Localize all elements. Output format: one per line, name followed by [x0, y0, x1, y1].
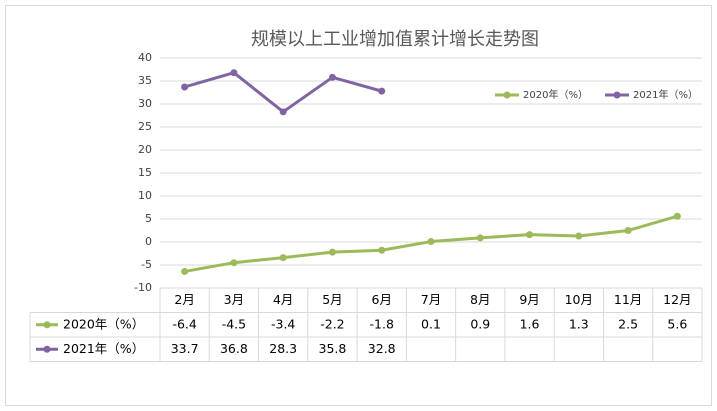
- data-point: [181, 267, 189, 275]
- table-cell: -4.5: [222, 316, 246, 331]
- x-tick-label: 8月: [470, 292, 490, 307]
- table-cell: -2.2: [320, 316, 344, 331]
- data-point: [624, 227, 632, 234]
- data-point: [673, 212, 681, 220]
- x-tick-label: 12月: [663, 292, 691, 307]
- y-tick-label: -5: [141, 258, 152, 271]
- y-tick-label: 20: [138, 143, 152, 156]
- x-tick-label: 3月: [224, 292, 244, 307]
- table-cell: 28.3: [269, 341, 297, 356]
- table-cell: 1.6: [520, 316, 540, 331]
- y-tick-label: 40: [138, 51, 152, 64]
- y-tick-label: 5: [145, 212, 152, 225]
- data-point: [378, 246, 386, 254]
- data-point: [575, 232, 583, 240]
- legend-marker: [503, 91, 511, 99]
- table-cell: 0.9: [470, 316, 490, 331]
- data-point: [328, 248, 336, 256]
- chart-title: 规模以上工业增加值累计增长走势图: [251, 29, 539, 50]
- data-point: [181, 83, 189, 91]
- y-tick-label: 0: [145, 235, 152, 248]
- data-point: [328, 73, 336, 81]
- table-row-label: 2020年（%）: [63, 316, 144, 331]
- x-tick-label: 11月: [614, 292, 642, 307]
- data-point: [230, 259, 238, 267]
- table-cell: -6.4: [172, 316, 196, 331]
- y-tick-label: 15: [138, 166, 152, 179]
- x-tick-label: 10月: [565, 292, 593, 307]
- data-point: [279, 108, 287, 116]
- legend-label: 2020年（%）: [523, 88, 588, 101]
- table-cell: 2.5: [618, 316, 638, 331]
- x-tick-label: 9月: [519, 292, 539, 307]
- x-tick-label: 5月: [322, 292, 342, 307]
- legend-label: 2021年（%）: [633, 88, 698, 101]
- x-tick-label: 4月: [273, 292, 293, 307]
- table-cell: 5.6: [667, 316, 687, 331]
- table-legend-marker: [43, 321, 51, 329]
- y-tick-label: 35: [138, 74, 152, 87]
- y-tick-label: -10: [134, 281, 152, 294]
- data-point: [279, 254, 287, 262]
- x-tick-label: 6月: [372, 292, 392, 307]
- data-point: [230, 69, 238, 77]
- chart-border: [5, 5, 712, 406]
- y-tick-label: 30: [138, 97, 152, 110]
- data-point: [476, 234, 484, 242]
- table-row-label: 2021年（%）: [63, 341, 144, 356]
- table-legend-marker: [43, 345, 51, 353]
- table-cell: -3.4: [271, 316, 295, 331]
- table-cell: 33.7: [171, 341, 199, 356]
- table-cell: 36.8: [220, 341, 248, 356]
- data-point: [526, 231, 534, 239]
- table-cell: 32.8: [368, 341, 396, 356]
- y-tick-label: 10: [138, 189, 152, 202]
- table-cell: 35.8: [319, 341, 347, 356]
- legend-marker: [613, 91, 621, 99]
- x-tick-label: 7月: [421, 292, 441, 307]
- table-cell: -1.8: [370, 316, 394, 331]
- data-point: [378, 87, 386, 95]
- table-cell: 0.1: [421, 316, 441, 331]
- y-tick-label: 25: [138, 120, 152, 133]
- data-point: [427, 238, 435, 246]
- x-tick-label: 2月: [174, 292, 194, 307]
- table-cell: 1.3: [569, 316, 589, 331]
